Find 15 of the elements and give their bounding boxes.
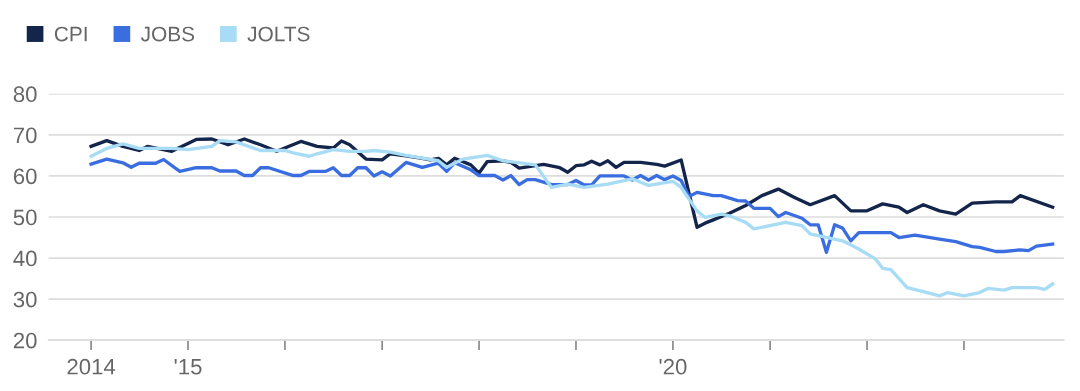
x-tick-label: 2014 [67, 358, 116, 375]
legend-label: CPI [54, 26, 87, 42]
legend-label: JOLTS [247, 26, 310, 42]
x-tick-label: '15 [174, 359, 202, 375]
y-tick-label: 80 [13, 86, 37, 103]
x-tick-label: '20 [659, 358, 687, 375]
y-tick-label: 60 [13, 168, 37, 185]
y-tick-label: 40 [13, 250, 37, 267]
legend-label: JOBS [140, 26, 195, 42]
y-tick-label: 20 [13, 332, 37, 349]
y-tick-label: 70 [13, 127, 37, 144]
line-series [89, 138, 1055, 298]
line-series [89, 157, 1055, 254]
y-tick-label: 30 [13, 291, 37, 308]
y-tick-label: 50 [13, 209, 37, 226]
